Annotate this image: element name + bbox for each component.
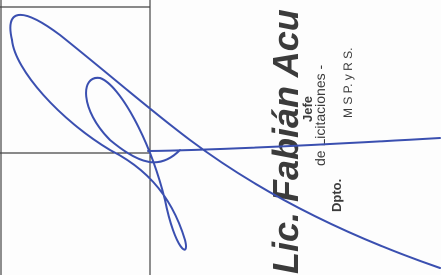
paper xyxy=(0,0,441,275)
stamp-department: de Licitaciones - xyxy=(312,64,328,166)
stamp-ministry: M S P. y R S. xyxy=(341,48,355,118)
document-scan: Lic. Fabián Acu Jefe de Licitaciones - D… xyxy=(0,0,441,275)
stamp-name: Lic. Fabián Acu xyxy=(265,9,306,274)
stamp-department-prefix: Dpto. xyxy=(329,179,344,212)
